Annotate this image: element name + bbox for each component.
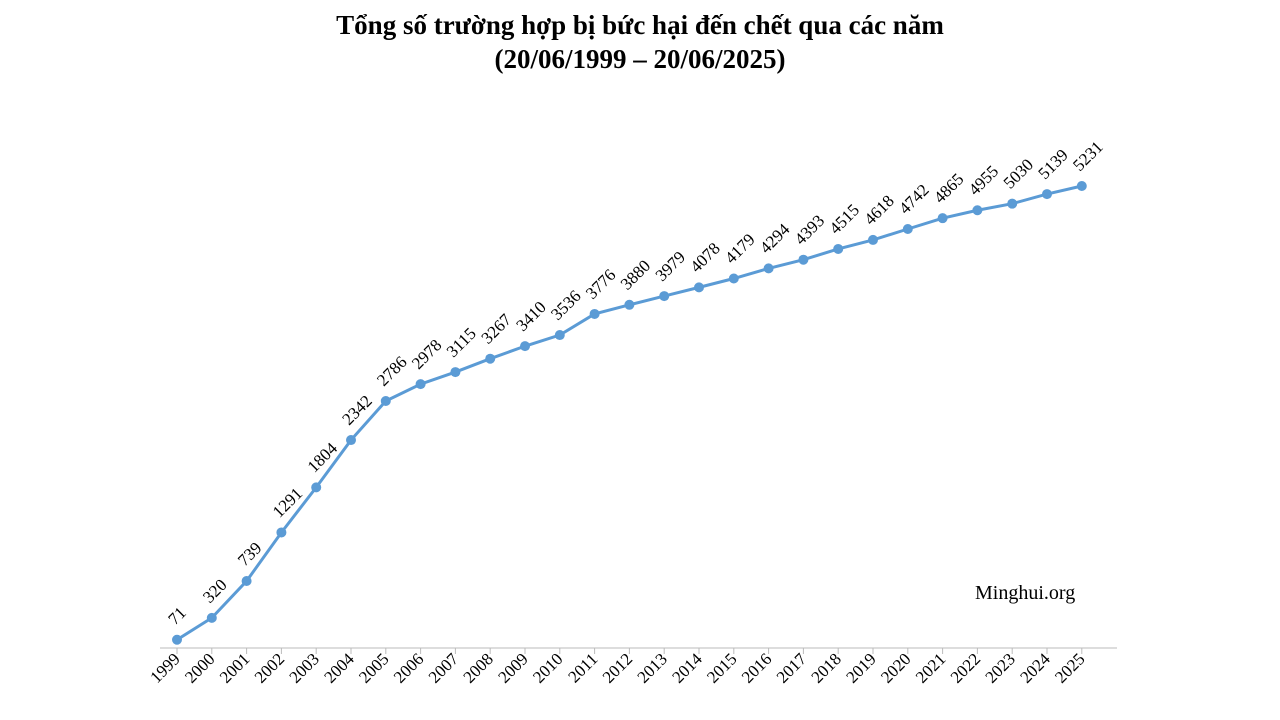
x-tick-label: 2013 [634,649,671,686]
data-label: 2786 [373,352,410,389]
x-tick-label: 2015 [703,649,740,686]
x-tick-label: 2012 [599,649,636,686]
marker [520,341,530,352]
x-tick-label: 2017 [773,649,811,687]
x-tick-label: 2022 [947,649,984,686]
data-label: 5030 [1000,155,1037,192]
data-label: 3979 [652,247,689,284]
x-tick-label: 2008 [460,649,497,686]
marker [1076,181,1087,191]
data-label: 3536 [547,286,584,323]
marker [798,254,809,265]
marker [833,243,844,254]
data-label: 3267 [478,310,516,348]
x-tick-label: 2007 [425,649,463,687]
x-tick-label: 2009 [494,649,531,686]
marker [937,213,948,224]
x-tick-label: 2006 [390,649,427,686]
marker [624,299,635,310]
data-label: 4393 [791,211,828,248]
line [176,184,1083,642]
marker [450,367,461,378]
marker [763,263,774,274]
marker [1042,189,1052,200]
x-tick-label: 2011 [564,649,601,686]
x-tick-label: 2004 [320,649,358,687]
data-label: 5139 [1034,145,1071,182]
x-tick-label: 2000 [181,649,218,686]
marker [172,634,182,645]
marker [659,291,670,302]
x-tick-label: 2021 [912,649,949,686]
data-label: 4742 [895,180,932,217]
x-tick-label: 2005 [355,649,392,686]
marker [415,379,426,390]
x-tick-label: 2018 [808,649,845,686]
data-label: 4294 [756,219,794,257]
data-label: 3410 [512,297,549,334]
x-tick-label: 2025 [1051,649,1088,686]
marker [241,576,252,587]
marker [868,234,878,245]
marker [346,435,356,446]
chart-subtitle: (20/06/1999 – 20/06/2025) [495,44,786,74]
marker [380,396,391,407]
data-label: 4618 [860,191,897,228]
x-tick-label: 2014 [668,649,706,687]
x-tick-label: 2010 [529,649,566,686]
x-tick-label: 2002 [251,649,288,686]
data-label: 3115 [443,324,480,361]
marker [311,482,322,493]
data-label: 4179 [721,230,758,267]
x-tick-label: 2019 [842,649,879,686]
data-label: 4865 [930,170,967,207]
data-label: 1291 [269,484,306,521]
x-tick-label: 2016 [738,649,775,686]
marker [902,224,913,235]
data-label: 4955 [965,162,1002,199]
watermark: Minghui.org [975,582,1075,604]
marker [728,273,739,284]
x-tick-label: 2001 [216,649,253,686]
data-label: 3880 [617,256,654,293]
data-label: 4078 [686,239,723,276]
marker [485,353,496,364]
data-label: 1804 [304,438,342,476]
marker [589,308,600,319]
x-tick-label: 2003 [286,649,323,686]
marker [206,612,217,623]
chart-title: Tổng số trường hợp bị bức hại đến chết q… [336,10,944,40]
marker [1007,198,1018,209]
data-label: 5231 [1069,137,1106,174]
marker [554,330,565,341]
x-tick-label: 2020 [877,649,914,686]
data-label: 2978 [408,335,445,372]
data-label: 739 [234,538,265,569]
data-label: 3776 [582,265,619,302]
marker [972,205,983,216]
marker [694,282,704,293]
data-label: 2342 [338,391,375,428]
data-label: 4515 [826,200,863,237]
data-label: 71 [164,603,189,628]
x-tick-label: 2023 [982,649,1019,686]
x-tick-label: 1999 [146,649,183,686]
x-tick-label: 2024 [1016,649,1054,687]
marker [276,527,287,538]
